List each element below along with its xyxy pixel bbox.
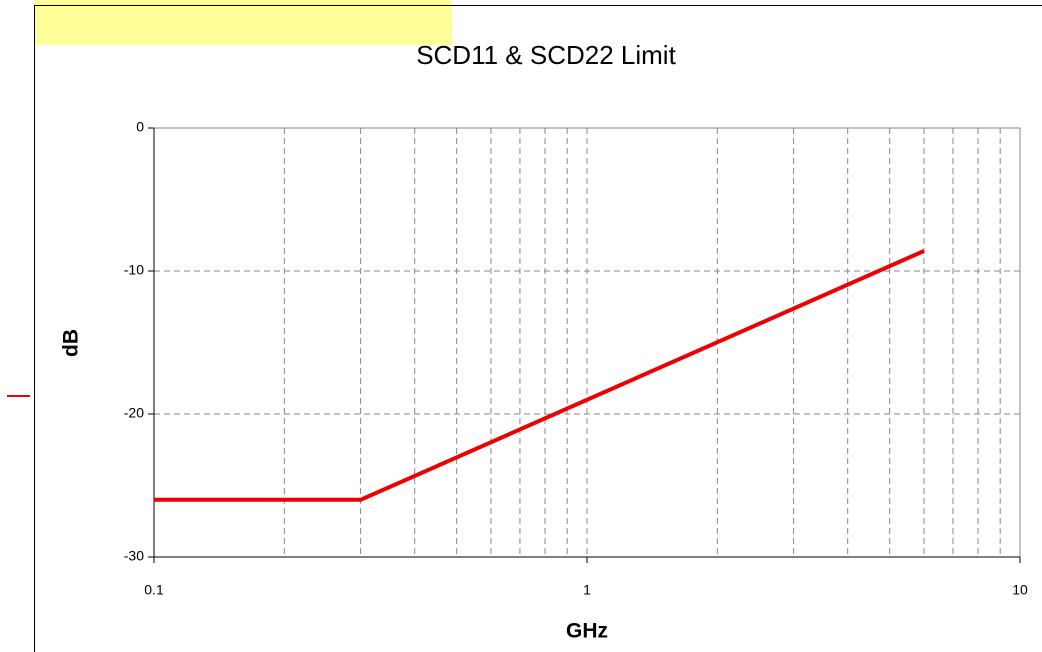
- y-tick-label: -10: [124, 262, 144, 278]
- y-tick-label: -30: [124, 548, 144, 564]
- chart-frame: [34, 5, 1042, 652]
- x-axis-label: GHz: [566, 620, 608, 643]
- data-line: [154, 249, 925, 502]
- chart-title: SCD11 & SCD22 Limit: [416, 40, 676, 70]
- highlight: [34, 0, 452, 45]
- y-axis-label: dB: [60, 329, 83, 357]
- y-tick-label: 0: [136, 119, 144, 135]
- y-tick-label: -20: [124, 405, 144, 421]
- x-tick-label: 10: [1012, 582, 1028, 598]
- x-tick-label: 0.1: [144, 582, 164, 598]
- x-tick-label: 1: [583, 582, 591, 598]
